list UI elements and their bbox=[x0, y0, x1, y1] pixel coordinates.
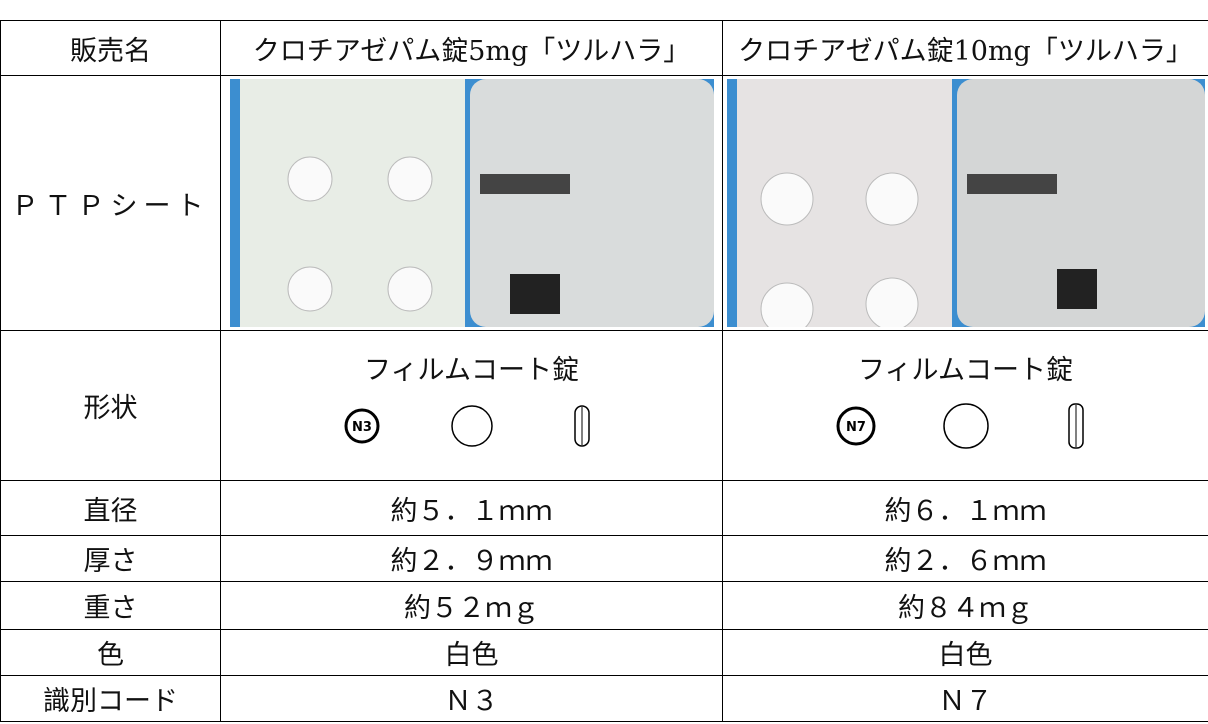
row-label: 形状 bbox=[0, 330, 221, 481]
header-cell: クロチアゼパム錠5mg「ツルハラ」 bbox=[220, 20, 723, 76]
tablet-icons: N3 bbox=[344, 404, 590, 447]
photo-cell bbox=[220, 75, 723, 331]
imprint: N7 bbox=[846, 420, 866, 435]
row-label: 直径 bbox=[0, 480, 221, 536]
tablet-icons: N7 bbox=[836, 402, 1084, 449]
shape-cell: フィルムコート錠 N7 bbox=[722, 330, 1208, 481]
shape-text: フィルムコート錠 bbox=[858, 354, 1073, 386]
cell: 白色 bbox=[220, 629, 723, 676]
cell: Ｎ７ bbox=[722, 675, 1208, 722]
shape-text: フィルムコート錠 bbox=[364, 354, 579, 386]
shape-cell: フィルムコート錠 N3 bbox=[220, 330, 723, 481]
cell: 約６．１ｍｍ bbox=[722, 480, 1208, 536]
ptp-photo bbox=[229, 79, 714, 327]
photo-cell bbox=[722, 75, 1208, 331]
cell: 約８４ｍｇ bbox=[722, 581, 1208, 630]
product-table: 販売名 クロチアゼパム錠5mg「ツルハラ」 クロチアゼパム錠10mg「ツルハラ」… bbox=[0, 20, 1208, 722]
row-label: 色 bbox=[0, 629, 221, 676]
imprint: N3 bbox=[352, 420, 372, 435]
header-cell: クロチアゼパム錠10mg「ツルハラ」 bbox=[722, 20, 1208, 76]
ptp-photo bbox=[726, 79, 1205, 327]
header-cell: 販売名 bbox=[0, 20, 221, 76]
row-label: 重さ bbox=[0, 581, 221, 630]
row-label: ＰＴＰシート bbox=[0, 75, 221, 331]
cell: 約２．６ｍｍ bbox=[722, 535, 1208, 582]
cell: 約５．１ｍｍ bbox=[220, 480, 723, 536]
cell: 白色 bbox=[722, 629, 1208, 676]
cell: 約５２ｍｇ bbox=[220, 581, 723, 630]
row-label: 識別コード bbox=[0, 675, 221, 722]
row-label: 厚さ bbox=[0, 535, 221, 582]
cell: Ｎ３ bbox=[220, 675, 723, 722]
cell: 約２．９ｍｍ bbox=[220, 535, 723, 582]
